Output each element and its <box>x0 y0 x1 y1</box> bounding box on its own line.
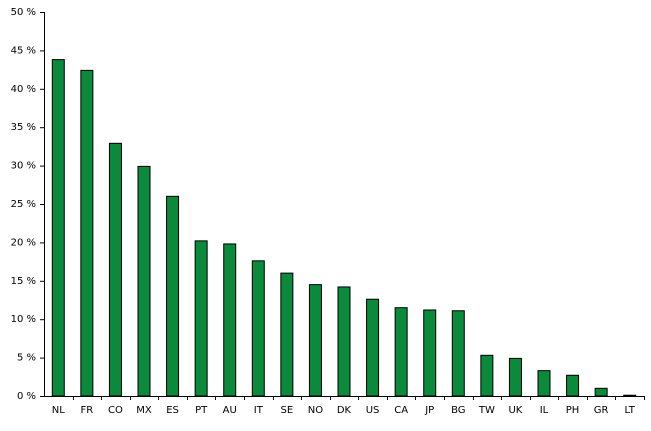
y-tick-label: 10 % <box>11 314 36 325</box>
x-tick-label: US <box>366 405 380 416</box>
x-tick-label: CO <box>108 405 123 416</box>
x-tick-label: GR <box>594 405 609 416</box>
y-tick-label: 25 % <box>11 199 36 210</box>
x-tick-label: UK <box>508 405 522 416</box>
x-tick-label: IL <box>540 405 549 416</box>
bar <box>451 310 465 397</box>
bar <box>566 374 580 397</box>
x-tick-label: NO <box>308 405 323 416</box>
x-tick-label: SE <box>281 405 294 416</box>
x-tick-label: PT <box>195 405 208 416</box>
x-tick-label: DK <box>337 405 352 416</box>
x-tick-label: LT <box>625 405 636 416</box>
x-tick-label: BG <box>451 405 465 416</box>
bar <box>194 240 208 397</box>
bar <box>394 307 408 397</box>
bar <box>594 387 608 397</box>
x-tick-label: MX <box>136 405 152 416</box>
bar <box>308 284 322 397</box>
bar <box>337 286 351 397</box>
bar <box>137 165 151 397</box>
y-tick-label: 40 % <box>11 84 36 95</box>
y-tick-label: 30 % <box>11 161 36 172</box>
bar <box>423 309 437 397</box>
x-tick-label: ES <box>166 405 179 416</box>
x-tick-label: TW <box>478 405 495 416</box>
bar <box>480 354 494 397</box>
y-tick-label: 5 % <box>17 353 36 364</box>
x-tick-label: FR <box>81 405 94 416</box>
y-tick-label: 15 % <box>11 276 36 287</box>
bar <box>537 370 551 397</box>
y-tick-label: 20 % <box>11 237 36 248</box>
x-tick-label: NL <box>52 405 65 416</box>
bar <box>251 260 265 397</box>
bar <box>280 272 294 397</box>
y-tick-label: 45 % <box>11 45 36 56</box>
bar <box>223 243 237 397</box>
y-tick-label: 0 % <box>17 391 36 402</box>
bar <box>623 394 637 397</box>
x-tick-label: AU <box>223 405 237 416</box>
y-tick-label: 35 % <box>11 122 36 133</box>
bar <box>166 195 180 397</box>
y-tick-label: 50 % <box>11 7 36 18</box>
x-tick-label: JP <box>424 405 434 416</box>
x-tick-label: CA <box>394 405 408 416</box>
bar <box>508 357 522 397</box>
bar <box>366 298 380 397</box>
bar <box>51 59 65 397</box>
bar <box>108 142 122 397</box>
bar <box>80 69 94 397</box>
x-tick-label: IT <box>254 405 264 416</box>
x-tick-label: PH <box>566 405 580 416</box>
